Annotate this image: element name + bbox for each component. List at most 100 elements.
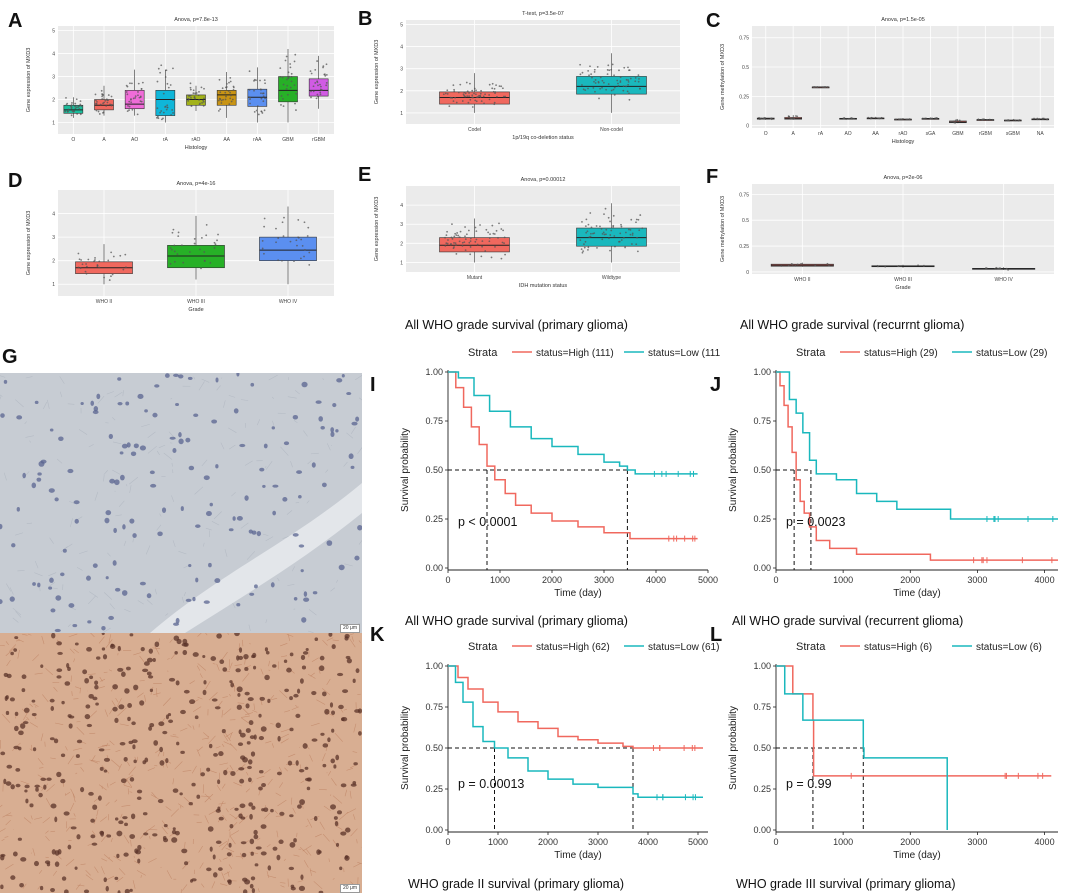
tissue-fiber <box>234 664 242 666</box>
data-point <box>480 89 482 92</box>
data-point <box>107 99 109 102</box>
y-tick-label: 0.75 <box>753 416 771 426</box>
cell-nucleus <box>6 764 13 769</box>
tissue-fiber <box>201 378 210 383</box>
cell-nucleus <box>327 737 331 743</box>
data-point <box>80 104 83 107</box>
data-point <box>295 92 298 95</box>
data-point <box>471 94 474 97</box>
data-point <box>156 115 159 118</box>
data-point <box>462 93 465 96</box>
data-point <box>312 85 315 88</box>
data-point <box>314 68 317 71</box>
data-point <box>187 94 190 97</box>
cell-nucleus <box>112 706 118 712</box>
tissue-fiber <box>97 396 105 404</box>
cell-nucleus <box>339 866 343 871</box>
tissue-fiber <box>22 883 27 889</box>
tissue-fiber <box>203 732 209 738</box>
tissue-fiber <box>353 814 356 820</box>
data-point <box>493 233 496 235</box>
data-point <box>282 105 285 108</box>
x-tick-label: WHO IV <box>279 299 298 305</box>
tissue-fiber <box>279 643 288 647</box>
cell-nucleus <box>300 569 304 573</box>
data-point <box>162 92 165 95</box>
data-point <box>582 250 585 253</box>
cell-nucleus <box>62 548 67 553</box>
data-point <box>173 244 176 247</box>
cell-nucleus <box>335 754 340 761</box>
tissue-fiber <box>47 399 50 409</box>
data-point <box>260 110 263 113</box>
cell-nucleus <box>206 867 212 872</box>
cell-nucleus <box>240 841 247 845</box>
data-point <box>156 80 159 83</box>
data-point <box>224 86 227 89</box>
cell-nucleus <box>168 677 176 682</box>
cell-nucleus <box>89 675 94 680</box>
x-tick-label: O <box>764 131 768 137</box>
data-point <box>473 87 476 90</box>
tissue-fiber <box>220 442 225 450</box>
tissue-fiber <box>41 635 45 645</box>
data-point <box>1005 267 1008 270</box>
data-point <box>170 114 173 116</box>
data-point <box>610 229 613 232</box>
cell-nucleus <box>267 865 272 871</box>
data-point <box>130 101 133 104</box>
data-point <box>764 117 766 120</box>
tissue-fiber <box>146 599 153 605</box>
cell-nucleus <box>185 598 192 602</box>
tissue-fiber <box>305 825 309 827</box>
cell-nucleus <box>49 428 54 432</box>
data-point <box>475 100 478 103</box>
tissue-fiber <box>340 709 344 713</box>
data-point <box>202 105 205 107</box>
tissue-fiber <box>118 868 126 876</box>
tissue-fiber <box>180 727 188 732</box>
tissue-fiber <box>87 673 96 675</box>
data-point <box>176 253 179 256</box>
data-point <box>159 111 161 114</box>
tissue-fiber <box>161 826 168 835</box>
y-tick-label: 1.00 <box>753 661 771 671</box>
tissue-fiber <box>230 830 240 836</box>
tissue-fiber <box>231 491 236 497</box>
tissue-fiber <box>137 600 144 605</box>
cell-nucleus <box>174 830 180 836</box>
data-point <box>290 72 293 75</box>
data-point <box>457 234 460 237</box>
tissue-fiber <box>65 791 71 796</box>
tissue-fiber <box>54 722 64 725</box>
tissue-fiber <box>69 500 75 504</box>
data-point <box>498 222 500 225</box>
data-point <box>263 225 266 228</box>
data-point <box>479 224 481 226</box>
data-point <box>259 79 261 82</box>
tissue-fiber <box>326 443 331 451</box>
p-value-label: p < 0.0001 <box>458 515 517 529</box>
cell-nucleus <box>91 842 98 846</box>
tissue-fiber <box>105 802 110 807</box>
cell-nucleus <box>187 376 193 380</box>
cell-nucleus <box>211 419 218 424</box>
box-Non-codel <box>576 76 647 95</box>
tissue-fiber <box>332 795 343 804</box>
data-point <box>923 117 926 120</box>
cell-nucleus <box>20 723 26 729</box>
cell-nucleus <box>0 523 3 530</box>
data-point <box>198 90 200 93</box>
tissue-fiber <box>251 780 254 784</box>
tissue-fiber <box>103 475 105 482</box>
tissue-fiber <box>144 694 147 703</box>
y-tick-label: 0.50 <box>425 465 443 475</box>
cell-nucleus <box>352 781 357 785</box>
cell-nucleus <box>137 393 144 399</box>
y-axis-label: Survival probability <box>728 706 739 790</box>
data-point <box>137 91 139 93</box>
cell-nucleus <box>90 818 95 823</box>
data-point <box>169 247 172 249</box>
data-point <box>628 69 630 72</box>
cell-nucleus <box>239 803 246 809</box>
